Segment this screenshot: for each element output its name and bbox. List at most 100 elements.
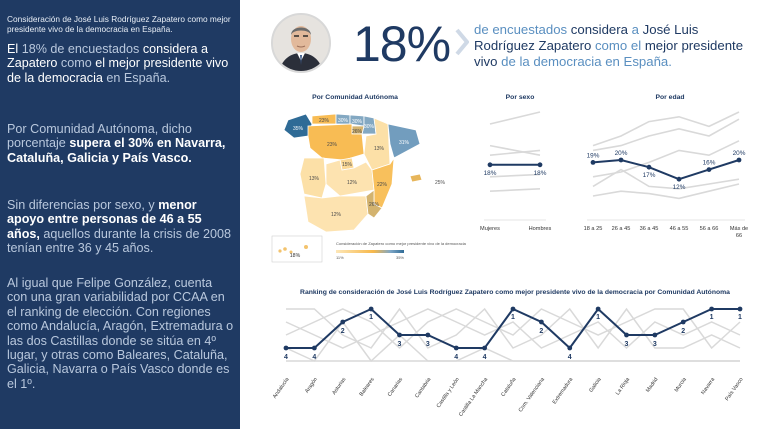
h-a: de encuestados	[474, 22, 571, 37]
age-chart: 19% 20% 17% 12% 16% 20% 18 a 25 26 a 45 36 a 45 4…	[584, 111, 748, 239]
panel-caption: Consideración de José Luis Rodríguez Zap…	[7, 14, 231, 34]
map-region-murcia	[365, 189, 383, 219]
age-chart-title: Por edad	[655, 94, 685, 101]
series-point	[453, 345, 459, 351]
sex-chart: 18% 18% Mujeres Hombres	[480, 111, 552, 232]
data-label: 17%	[643, 172, 656, 179]
map-legend-min: 11%	[336, 255, 344, 260]
rank-label: 3	[398, 341, 402, 348]
p3-b: menor apoyo entre personas de 46 a 55 añ…	[7, 198, 202, 241]
x-tick-label: Com. Valenciana	[518, 377, 546, 414]
series-point	[537, 162, 543, 168]
map-label-arag-n: 13%	[374, 146, 385, 152]
x-tick-label: Extremadura	[552, 377, 575, 406]
p1-b: 18%	[21, 42, 47, 56]
x-tick-label: Hombres	[529, 226, 552, 232]
map-label-asturias: 23%	[319, 118, 330, 124]
p1-a: El	[7, 42, 22, 56]
avatar	[271, 13, 331, 73]
map-legend-bar	[336, 250, 404, 253]
series-point	[595, 306, 601, 312]
x-tick-label: Navarra	[700, 377, 716, 396]
x-tick-label: Galicia	[588, 377, 602, 394]
background-line-1	[592, 111, 740, 147]
x-tick-label: Madrid	[645, 377, 659, 394]
x-tick-label: Canarias	[387, 376, 404, 397]
p2-a: Por Comunidad Autónoma, dicho porcentaje	[7, 122, 192, 151]
map-label-murcia: 26%	[369, 202, 380, 208]
x-tick-label: Castilla y León	[436, 377, 461, 409]
p1-g: el	[91, 56, 109, 71]
x-tick-label: Mujeres	[480, 226, 500, 232]
map-label-navarra: 30%	[364, 124, 375, 130]
p1-c: de encuestados	[46, 42, 143, 56]
x-tick-label: Murcia	[674, 377, 688, 394]
series-point	[737, 306, 743, 312]
map-legend-title: Consideración de Zapatero como mejor pre…	[336, 241, 467, 246]
background-line-1	[285, 308, 741, 350]
background-line-4	[592, 168, 740, 190]
x-tick-label: Baleares	[359, 376, 376, 397]
series-point	[624, 332, 629, 338]
series-point	[709, 306, 715, 312]
series-point	[676, 176, 682, 182]
series-point	[706, 167, 712, 172]
rank-label: 2	[681, 328, 685, 335]
map-title: Por Comunidad Autónoma	[312, 94, 398, 101]
x-tick-label: Andalucía	[272, 377, 291, 400]
map-label-cantabria: 30%	[338, 118, 349, 124]
h-c: a	[627, 22, 643, 37]
h-b: considera	[570, 22, 628, 37]
p3-a: Sin diferencias por sexo, y	[7, 198, 159, 212]
h-e: como el	[591, 38, 645, 53]
portrait-icon	[273, 15, 329, 71]
rank-label: 4	[312, 354, 316, 361]
series-point	[283, 345, 289, 351]
p2-b: supera el 30% en Navarra, Cataluña, Gali…	[7, 136, 226, 165]
p1-e: a Zapatero	[7, 42, 208, 71]
canarias-island	[278, 249, 282, 253]
ranking-chart: 4 4 2 1 3 3 4 4 1 2 4 1 3 3 2 1 1 Andalucía Aragón Asturias…	[272, 306, 745, 418]
rank-label: 4	[483, 354, 487, 361]
x-tick-label: 66	[736, 233, 742, 239]
canarias-island	[304, 245, 308, 249]
map-label-baleares: 25%	[435, 180, 446, 186]
map-label-galicia: 35%	[293, 126, 304, 132]
headline-percentage: 18%	[353, 16, 451, 72]
x-tick-label: Castilla La Mancha	[458, 377, 489, 418]
series-point	[368, 306, 374, 312]
left-panel: Consideración de José Luis Rodríguez Zap…	[0, 0, 240, 429]
canarias-island	[283, 247, 287, 251]
background-line-2	[285, 308, 741, 350]
series-point	[311, 345, 317, 351]
rank-label: 3	[625, 341, 629, 348]
summary-paragraph: El 18% de encuestados considera a Zapate…	[7, 42, 235, 85]
map-label-pa-s-vasco: 30%	[352, 119, 363, 125]
data-label: 16%	[703, 160, 716, 167]
x-tick-label: 56 a 66	[700, 226, 719, 232]
map-region-navarra	[361, 115, 377, 135]
x-tick-label: Aragón	[304, 377, 319, 395]
rank-label: 1	[596, 314, 600, 321]
background-line-3	[286, 307, 741, 350]
map-label-andaluc-a: 12%	[331, 212, 342, 218]
map-label-castilla-y-le-n: 23%	[327, 142, 338, 148]
series-point	[425, 332, 431, 338]
map-region-baleares	[409, 173, 423, 183]
series-point	[652, 332, 658, 338]
map-label-la-rioja: 26%	[352, 129, 363, 135]
rank-label: 4	[284, 354, 288, 361]
x-tick-label: La Rioja	[615, 377, 631, 397]
ranking-paragraph: Al igual que Felipe González, cuenta con…	[7, 276, 234, 391]
canarias-island	[289, 250, 293, 254]
map-label-comunidad-valenciana: 22%	[377, 182, 388, 188]
rank-label: 3	[426, 341, 430, 348]
p1-h: mejor presidente vivo de la democracia	[7, 56, 229, 85]
background-line-5	[285, 320, 740, 363]
rank-label: 1	[369, 314, 373, 321]
x-tick-label: Asturias	[331, 376, 347, 396]
map-label-madrid: 15%	[342, 162, 353, 168]
background-line-4	[489, 173, 541, 178]
rank-label: 3	[653, 341, 657, 348]
rank-label: 2	[539, 328, 543, 335]
